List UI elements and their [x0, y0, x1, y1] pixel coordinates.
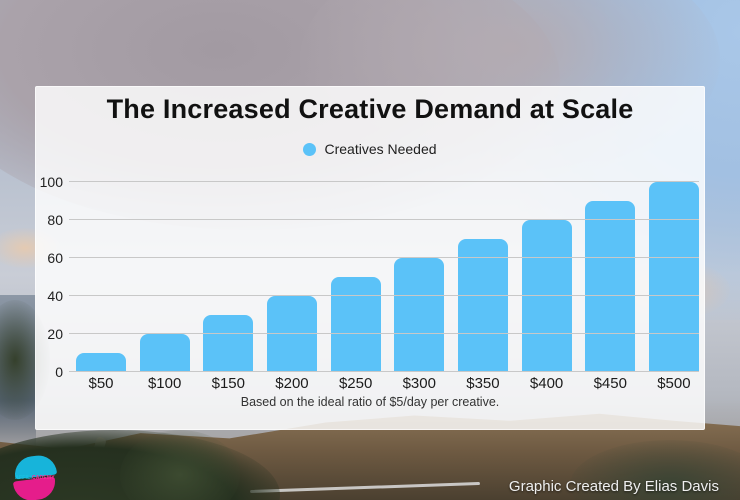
legend-dot-icon	[303, 142, 317, 156]
y-tick-label-20: 20	[47, 326, 63, 342]
x-tick-label-$150: $150	[211, 375, 245, 392]
gridline-y-0	[69, 371, 699, 372]
chart-legend: Creatives Needed	[36, 141, 704, 157]
bar-$350	[457, 239, 508, 372]
affilicademy-logo: AFFILICADEMY	[12, 453, 58, 500]
x-tick-label-$50: $50	[88, 375, 114, 392]
bar-$400	[521, 220, 572, 372]
chart-panel: The Increased Creative Demand at Scale C…	[35, 86, 705, 430]
bar-$300	[394, 258, 445, 372]
bar-$500	[648, 182, 699, 372]
x-tick-label-$400: $400	[529, 375, 564, 392]
bar-$50	[76, 353, 126, 372]
x-tick-label-$500: $500	[657, 375, 691, 392]
logo-text: AFFILICADEMY	[15, 475, 55, 481]
photo-foliage	[120, 430, 240, 500]
x-tick-label-$450: $450	[593, 375, 627, 392]
plot-area	[69, 181, 699, 372]
gridline-y-20	[69, 333, 699, 334]
x-axis-labels: $50 $100 $150 $200 $250 $300 $350 $400 $450 $500	[76, 375, 699, 392]
gridline-y-60	[69, 257, 699, 258]
credit-text: Graphic Created By Elias Davis	[508, 478, 719, 495]
y-tick-label-100: 100	[39, 174, 63, 190]
chart-title: The Increased Creative Demand at Scale	[106, 94, 634, 124]
y-tick-label-40: 40	[47, 288, 63, 304]
bar-$450	[585, 201, 636, 372]
gridline-y-40	[69, 295, 699, 296]
bar-$200	[266, 296, 317, 372]
gridline-y-80	[69, 219, 699, 220]
x-tick-label-$200: $200	[275, 375, 309, 392]
bar-$150	[203, 315, 254, 372]
chart-caption: Based on the ideal ratio of $5/day per c…	[240, 395, 500, 409]
y-tick-label-0: 0	[55, 364, 63, 380]
y-tick-label-80: 80	[47, 212, 63, 228]
gridline-y-100	[69, 181, 699, 182]
x-tick-label-$100: $100	[147, 375, 182, 392]
legend-label: Creatives Needed	[324, 141, 437, 157]
x-tick-label-$300: $300	[402, 375, 436, 392]
bar-$100	[139, 334, 190, 372]
x-tick-label-$250: $250	[338, 375, 373, 392]
bar-$250	[330, 277, 381, 372]
y-tick-label-60: 60	[47, 250, 63, 266]
bars-group	[76, 182, 699, 372]
x-tick-label-$350: $350	[466, 375, 500, 392]
